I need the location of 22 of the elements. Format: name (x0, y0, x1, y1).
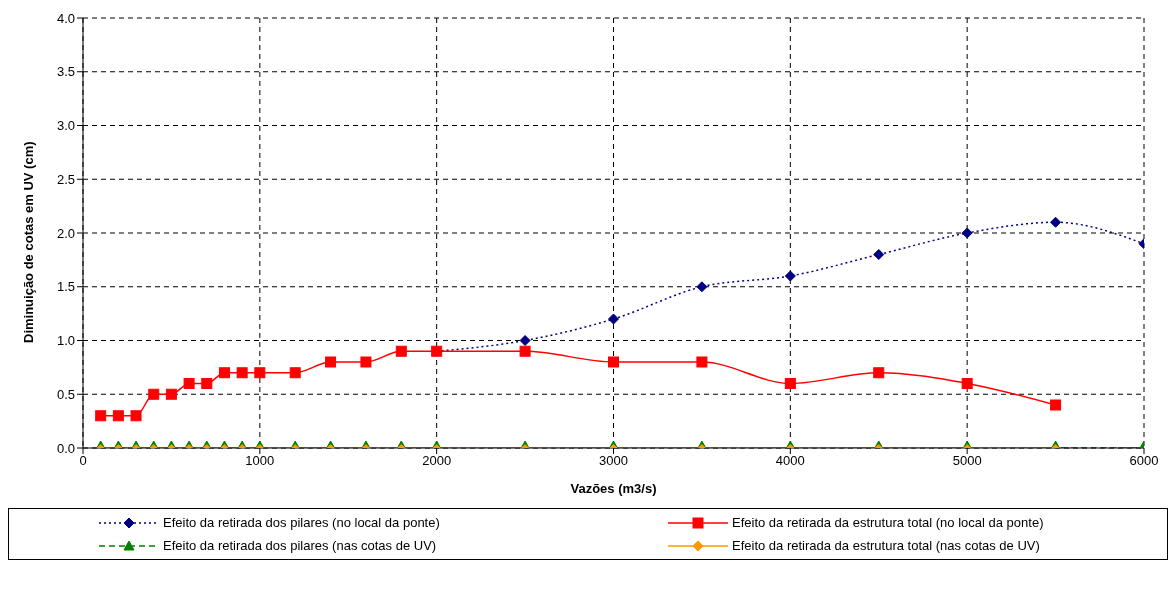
legend-label: Efeito da retirada da estrutura total (no local da ponte) (732, 515, 1044, 530)
x-tick-label: 3000 (599, 453, 628, 469)
x-tick-label: 4000 (775, 453, 805, 469)
x-tick-label: 2000 (422, 453, 452, 469)
x-tick-label: 6000 (1129, 453, 1159, 469)
y-tick-label: 3.5 (56, 64, 75, 80)
y-axis-title: Diminuição de cotas em UV (cm) (20, 141, 36, 343)
y-tick-label: 1.5 (56, 279, 75, 295)
y-tick-label: 2.5 (56, 171, 75, 187)
y-tick-label: 2.0 (56, 225, 75, 241)
x-tick-label: 5000 (952, 453, 982, 469)
x-tick-label: 1000 (245, 453, 275, 469)
y-tick-label: 0.5 (56, 386, 75, 402)
y-tick-label: 0.0 (56, 440, 75, 456)
y-tick-label: 1.0 (56, 333, 75, 349)
x-tick-label: 0 (79, 453, 87, 469)
y-tick-label: 4.0 (56, 10, 75, 26)
legend-label: Efeito da retirada dos pilares (no local da ponte) (163, 515, 440, 530)
x-axis-title: Vazões (m3/s) (570, 481, 657, 496)
legend-label: Efeito da retirada da estrutura total (nas cotas de UV) (732, 538, 1040, 553)
legend-label: Efeito da retirada dos pilares (nas cotas de UV) (163, 538, 437, 553)
y-tick-label: 3.0 (56, 118, 75, 134)
